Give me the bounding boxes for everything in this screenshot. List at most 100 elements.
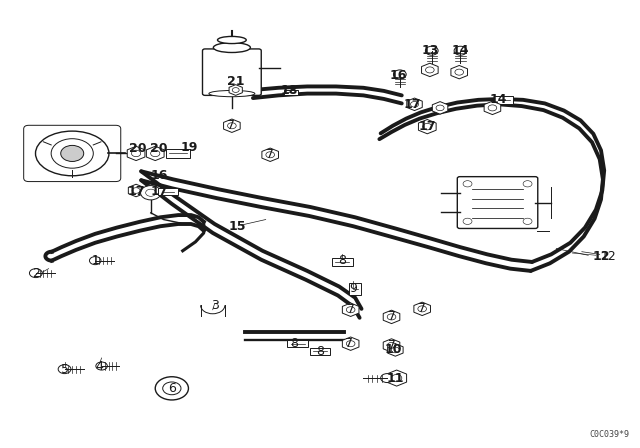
Ellipse shape <box>35 131 109 176</box>
Circle shape <box>418 306 426 312</box>
Polygon shape <box>127 146 145 160</box>
Polygon shape <box>484 101 500 115</box>
Circle shape <box>387 314 396 320</box>
Text: 8: 8 <box>339 254 346 267</box>
Text: 16: 16 <box>389 69 406 82</box>
Bar <box>284 90 298 95</box>
Text: 17: 17 <box>150 185 168 198</box>
Circle shape <box>51 139 93 168</box>
Circle shape <box>422 123 432 130</box>
Text: 7: 7 <box>345 337 353 350</box>
Bar <box>166 149 190 158</box>
Text: 19: 19 <box>180 141 198 154</box>
Polygon shape <box>422 63 438 77</box>
Text: 7: 7 <box>388 310 396 323</box>
Polygon shape <box>223 119 240 133</box>
Text: 11: 11 <box>387 371 404 384</box>
Circle shape <box>391 347 399 353</box>
Circle shape <box>410 102 419 107</box>
Text: 5: 5 <box>61 362 68 376</box>
Text: 12: 12 <box>601 250 617 263</box>
Polygon shape <box>419 120 436 134</box>
Bar <box>159 188 177 195</box>
Ellipse shape <box>209 90 255 97</box>
Circle shape <box>392 375 402 382</box>
Polygon shape <box>451 65 467 79</box>
Text: 2: 2 <box>32 267 40 280</box>
Polygon shape <box>129 184 144 197</box>
Text: 9: 9 <box>349 282 357 295</box>
Text: 6: 6 <box>168 382 176 395</box>
Circle shape <box>29 269 42 278</box>
Polygon shape <box>147 146 164 160</box>
Circle shape <box>436 105 444 111</box>
Polygon shape <box>383 310 400 323</box>
Text: 15: 15 <box>228 220 246 233</box>
Text: 10: 10 <box>385 344 402 357</box>
Circle shape <box>346 340 355 347</box>
Text: 4: 4 <box>96 360 104 373</box>
Bar <box>332 258 353 266</box>
Polygon shape <box>414 302 431 315</box>
Circle shape <box>96 362 108 370</box>
Circle shape <box>90 257 101 265</box>
Polygon shape <box>262 148 278 161</box>
Text: 7: 7 <box>388 339 396 352</box>
Circle shape <box>463 181 472 187</box>
Text: 7: 7 <box>347 303 355 316</box>
Circle shape <box>455 69 463 75</box>
Circle shape <box>141 185 161 200</box>
Ellipse shape <box>218 36 246 43</box>
Text: 20: 20 <box>129 142 147 155</box>
Circle shape <box>426 46 438 55</box>
Text: 17: 17 <box>127 185 145 198</box>
Text: 8: 8 <box>316 345 324 358</box>
Text: 3: 3 <box>211 299 219 312</box>
Text: C0C039*9: C0C039*9 <box>589 430 630 439</box>
Circle shape <box>346 307 355 313</box>
Polygon shape <box>407 98 422 111</box>
Circle shape <box>488 105 497 111</box>
FancyBboxPatch shape <box>458 177 538 228</box>
Polygon shape <box>342 337 359 350</box>
Text: 13: 13 <box>421 44 438 57</box>
Text: 7: 7 <box>227 119 235 132</box>
Polygon shape <box>387 370 406 386</box>
Circle shape <box>381 374 394 383</box>
Bar <box>310 348 330 355</box>
Circle shape <box>523 181 532 187</box>
Polygon shape <box>383 339 400 352</box>
Text: 21: 21 <box>227 75 244 88</box>
FancyBboxPatch shape <box>202 49 261 95</box>
Bar <box>287 340 308 347</box>
Circle shape <box>266 152 275 158</box>
Text: 16: 16 <box>150 169 168 182</box>
Text: 20: 20 <box>150 142 168 155</box>
Bar <box>349 283 361 295</box>
Circle shape <box>132 188 140 194</box>
Text: 14: 14 <box>452 44 469 57</box>
Circle shape <box>387 342 396 349</box>
Polygon shape <box>229 85 243 95</box>
Circle shape <box>61 146 84 161</box>
Text: 7: 7 <box>418 302 426 315</box>
Circle shape <box>523 218 532 224</box>
Circle shape <box>454 46 467 55</box>
Text: 17: 17 <box>419 120 436 133</box>
Circle shape <box>463 218 472 224</box>
Circle shape <box>232 88 239 92</box>
Circle shape <box>156 377 188 400</box>
Circle shape <box>228 123 236 129</box>
Circle shape <box>146 189 156 196</box>
Polygon shape <box>432 102 448 114</box>
Text: 7: 7 <box>266 148 274 161</box>
Circle shape <box>163 382 181 395</box>
Text: 8: 8 <box>291 337 298 350</box>
Polygon shape <box>342 303 359 316</box>
Polygon shape <box>388 344 403 356</box>
Text: 12: 12 <box>592 250 610 263</box>
Circle shape <box>394 70 406 79</box>
Bar <box>494 96 513 104</box>
Text: 17: 17 <box>404 98 421 111</box>
Text: 18: 18 <box>281 84 298 97</box>
